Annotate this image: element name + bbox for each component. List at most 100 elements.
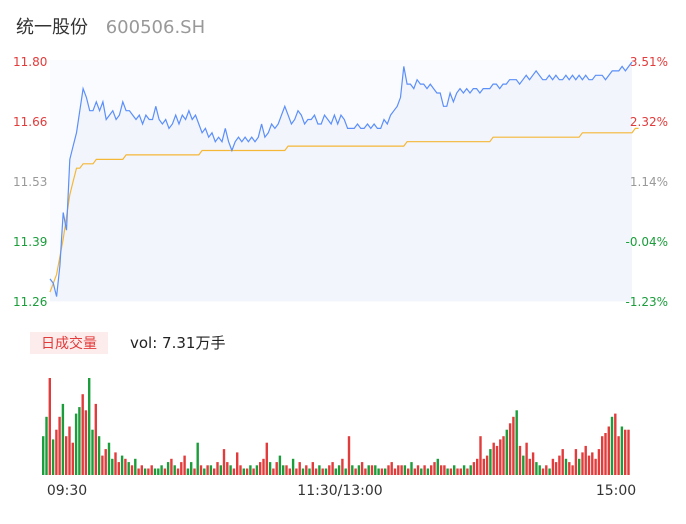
volume-bar bbox=[380, 468, 384, 475]
volume-bar bbox=[153, 468, 157, 475]
volume-bar bbox=[548, 468, 551, 475]
volume-bar bbox=[433, 462, 436, 475]
volume-bar bbox=[508, 423, 512, 475]
volume-bar bbox=[147, 468, 150, 475]
price-axis-label: 11.53 bbox=[13, 175, 47, 189]
volume-bar bbox=[581, 452, 584, 475]
volume-bar bbox=[528, 458, 531, 475]
volume-bar bbox=[45, 416, 48, 475]
volume-bar bbox=[469, 465, 472, 475]
volume-bar bbox=[446, 468, 449, 475]
volume-bar bbox=[344, 468, 347, 475]
volume-bar bbox=[176, 468, 180, 475]
volume-bar bbox=[601, 436, 604, 475]
volume-bar bbox=[97, 436, 101, 475]
volume-bar bbox=[334, 468, 337, 475]
volume-bar bbox=[584, 445, 587, 475]
volume-bar bbox=[180, 462, 183, 475]
price-area-fill bbox=[50, 62, 632, 301]
volume-bar bbox=[538, 465, 541, 475]
volume-bar bbox=[163, 468, 167, 475]
volume-bar bbox=[209, 465, 213, 475]
volume-bar bbox=[591, 452, 594, 475]
volume-bar bbox=[393, 468, 397, 475]
volume-bar bbox=[157, 468, 160, 475]
volume-bar bbox=[357, 465, 361, 475]
volume-bar bbox=[522, 455, 525, 475]
volume-bar bbox=[354, 468, 357, 475]
volume-bar bbox=[387, 465, 390, 475]
volume-bar bbox=[199, 465, 203, 475]
volume-bar bbox=[453, 465, 456, 475]
volume-bar bbox=[285, 465, 288, 475]
volume-bar bbox=[173, 465, 176, 475]
volume-bar bbox=[78, 407, 81, 475]
pct-axis-label: 3.51% bbox=[630, 55, 668, 69]
volume-bar bbox=[456, 468, 459, 475]
volume-bar bbox=[150, 465, 153, 475]
volume-bar bbox=[472, 462, 476, 475]
volume-bar bbox=[242, 468, 245, 475]
volume-bar bbox=[341, 458, 344, 475]
volume-bar bbox=[51, 439, 55, 475]
volume-bar bbox=[222, 449, 226, 475]
volume-bar bbox=[229, 465, 232, 475]
volume-bar bbox=[318, 465, 321, 475]
volume-bar bbox=[558, 455, 561, 475]
volume-bar bbox=[236, 452, 239, 475]
volume-bar bbox=[620, 426, 624, 475]
volume-bars bbox=[42, 378, 630, 475]
volume-bar bbox=[190, 462, 193, 475]
volume-bar bbox=[347, 436, 351, 475]
volume-bar bbox=[249, 465, 252, 475]
volume-bar bbox=[268, 462, 272, 475]
price-area bbox=[49, 61, 639, 301]
volume-bar bbox=[219, 465, 222, 475]
price-axis-label: 11.66 bbox=[13, 115, 47, 129]
volume-bar bbox=[403, 465, 407, 475]
stock-header: 统一股份 600506.SH bbox=[16, 13, 205, 39]
volume-bar bbox=[587, 455, 591, 475]
volume-bar bbox=[423, 465, 426, 475]
volume-bar bbox=[384, 468, 387, 475]
volume-bar bbox=[617, 436, 620, 475]
volume-bar bbox=[449, 468, 453, 475]
volume-bar bbox=[410, 462, 413, 475]
volume-bar bbox=[295, 468, 298, 475]
volume-bar bbox=[88, 378, 91, 475]
volume-bar bbox=[101, 455, 104, 475]
volume-bar bbox=[124, 458, 127, 475]
volume-bar bbox=[301, 468, 305, 475]
volume-bar bbox=[206, 465, 209, 475]
volume-bar bbox=[564, 458, 568, 475]
volume-bar bbox=[84, 410, 88, 475]
price-axis-label: 11.26 bbox=[13, 295, 47, 309]
volume-bar bbox=[505, 429, 508, 475]
volume-badge: 日成交量 bbox=[30, 332, 108, 354]
pct-axis-label: -1.23% bbox=[626, 295, 668, 309]
volume-bar bbox=[262, 458, 265, 475]
volume-bar bbox=[360, 462, 364, 475]
volume-bar bbox=[42, 436, 45, 475]
price-line bbox=[49, 61, 633, 297]
time-axis-label: 11:30/13:00 bbox=[297, 483, 382, 499]
volume-bar bbox=[413, 468, 416, 475]
volume-bar bbox=[255, 465, 259, 475]
volume-bar bbox=[291, 458, 295, 475]
volume-bar bbox=[439, 465, 443, 475]
volume-bar bbox=[137, 468, 140, 475]
volume-bar bbox=[239, 465, 242, 475]
volume-bar bbox=[397, 465, 400, 475]
volume-bar bbox=[430, 465, 433, 475]
volume-bar bbox=[143, 468, 147, 475]
volume-bar bbox=[94, 403, 97, 475]
volume-bar bbox=[492, 442, 495, 475]
volume-bar bbox=[193, 468, 196, 475]
volume-bar bbox=[314, 468, 318, 475]
volume-bar bbox=[571, 465, 574, 475]
volume-bar bbox=[91, 429, 94, 475]
volume-bar bbox=[265, 442, 268, 475]
volume-bar bbox=[232, 468, 236, 475]
volume-bar bbox=[479, 436, 482, 475]
